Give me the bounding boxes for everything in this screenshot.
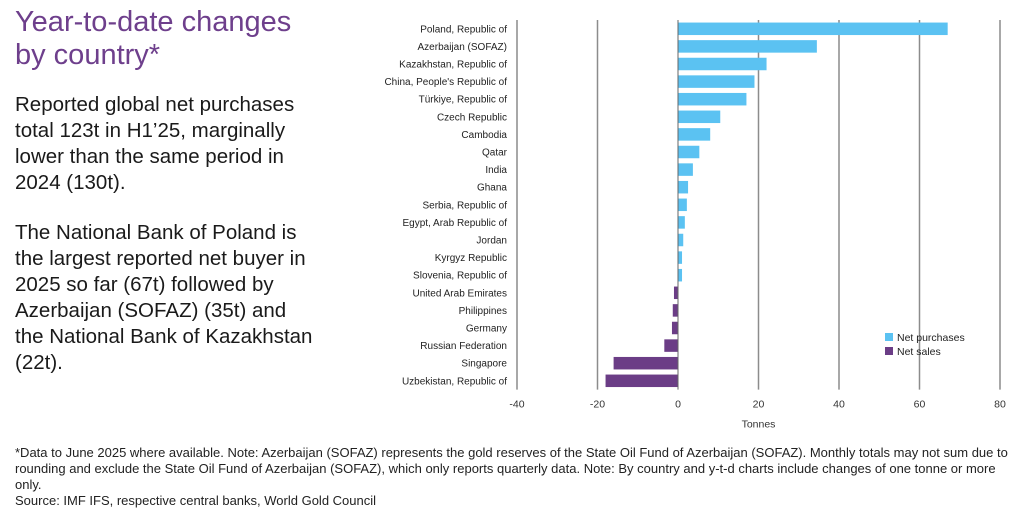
category-label: Türkiye, Republic of	[419, 95, 508, 106]
category-label: Russian Federation	[420, 341, 507, 352]
x-tick-label: 0	[675, 399, 681, 411]
footnote-note: *Data to June 2025 where available. Note…	[15, 445, 1008, 492]
bar-net-purchase	[678, 145, 700, 159]
category-label: Egypt, Arab Republic of	[402, 218, 507, 229]
bar-net-sale	[673, 286, 678, 300]
category-label: Germany	[466, 324, 507, 335]
category-label: India	[485, 165, 507, 176]
bar-net-purchase	[678, 92, 747, 106]
category-label: Serbia, Republic of	[423, 200, 508, 211]
bar-net-sale	[605, 374, 678, 388]
category-label: China, People's Republic of	[384, 77, 507, 88]
bar-net-sale	[613, 356, 678, 370]
x-tick-label: 80	[994, 399, 1006, 411]
bar-net-purchase	[678, 75, 755, 88]
bar-net-purchase	[678, 57, 767, 71]
x-tick-label: 40	[833, 399, 845, 411]
category-label: Kazakhstan, Republic of	[399, 60, 507, 71]
legend-swatch	[885, 333, 893, 341]
bar-net-purchase	[678, 268, 683, 282]
bar-net-purchase	[678, 251, 683, 264]
category-label: Kyrgyz Republic	[435, 253, 507, 264]
legend-label: Net purchases	[897, 332, 965, 344]
category-label: Jordan	[476, 236, 507, 247]
poland-paragraph: The National Bank of Poland is the large…	[15, 221, 313, 374]
bar-net-purchase	[678, 128, 711, 141]
bar-net-purchase	[678, 40, 817, 53]
bar-net-purchase	[678, 180, 689, 194]
x-tick-label: 20	[753, 399, 765, 411]
bar-net-purchase	[678, 216, 685, 229]
category-label: Azerbaijan (SOFAZ)	[418, 42, 507, 53]
category-label: Cambodia	[461, 130, 507, 141]
x-tick-label: 60	[914, 399, 926, 411]
category-label: Slovenia, Republic of	[413, 271, 507, 282]
bar-net-purchase	[678, 233, 684, 247]
bar-net-sale	[671, 321, 678, 335]
bar-net-purchase	[678, 198, 687, 212]
category-label: Czech Republic	[437, 112, 507, 123]
country-bar-chart: -40 -20 0 20 40 60 80 Poland, Republic of Azerba…	[384, 20, 1006, 431]
summary-paragraph: Reported global net purchases total 123t…	[15, 93, 295, 194]
category-label: Uzbekistan, Republic of	[402, 376, 507, 387]
category-label: Ghana	[477, 183, 507, 194]
legend-label: Net sales	[897, 346, 941, 358]
category-label: Qatar	[482, 148, 508, 159]
page-title: Year-to-date changes by country*	[15, 6, 292, 71]
x-axis-label: Tonnes	[742, 419, 776, 431]
category-label: Singapore	[461, 359, 507, 370]
legend-swatch	[885, 347, 893, 355]
bar-net-purchase	[678, 110, 721, 124]
category-label: United Arab Emirates	[413, 288, 508, 299]
bar-net-sale	[672, 304, 678, 317]
bar-net-sale	[664, 339, 678, 352]
x-tick-label: -20	[590, 399, 605, 411]
category-label: Poland, Republic of	[420, 24, 507, 35]
footnote-source: Source: IMF IFS, respective central bank…	[15, 493, 377, 508]
category-label: Philippines	[459, 306, 507, 317]
x-tick-label: -40	[509, 399, 524, 411]
bar-net-purchase	[678, 22, 948, 36]
bar-net-purchase	[678, 163, 693, 176]
footnote: *Data to June 2025 where available. Note…	[15, 445, 1015, 509]
